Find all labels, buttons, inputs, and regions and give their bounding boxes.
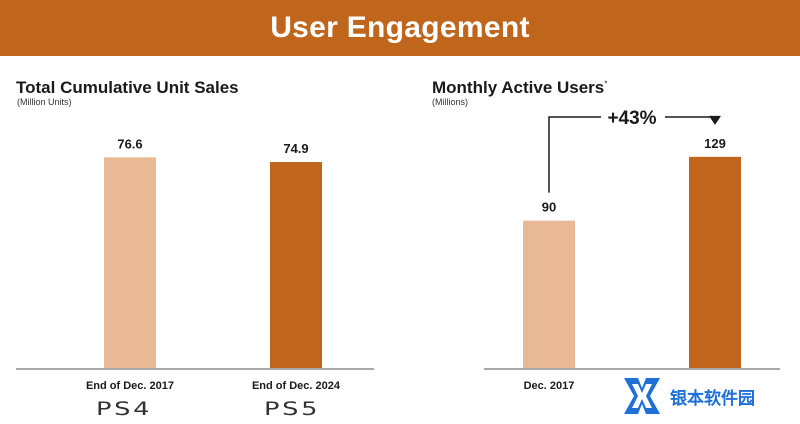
chart1-value-label-0: 76.6 — [117, 136, 142, 151]
chart2-category-label-0: Dec. 2017 — [524, 380, 575, 392]
watermark: 银本软件园 — [618, 374, 755, 418]
chart2-title-text: Monthly Active Users — [432, 78, 605, 97]
watermark-text: 银本软件园 — [670, 388, 755, 409]
growth-arrow-left-segment — [548, 116, 601, 193]
chart2-bar-0 — [523, 220, 575, 368]
x-logo-icon — [624, 378, 660, 414]
growth-arrow-head — [709, 115, 721, 125]
page-title: User Engagement — [270, 11, 530, 44]
ps4-logo: PS4 — [96, 398, 153, 420]
chart1-value-label-1: 74.9 — [283, 141, 308, 156]
chart2-value-label-1: 129 — [704, 136, 726, 151]
chart1-subtitle: (Million Units) — [17, 97, 72, 107]
chart1-category-label-1: End of Dec. 2024 — [252, 380, 341, 392]
chart1-bar-1 — [270, 162, 322, 368]
chart1-category-label-0: End of Dec. 2017 — [86, 380, 174, 392]
chart2-bar-1 — [689, 156, 741, 368]
chart2-subtitle: (Millions) — [432, 97, 468, 107]
chart2-title-footnote: * — [604, 79, 608, 89]
growth-annotation-label: +43% — [607, 108, 656, 129]
chart1-title: Total Cumulative Unit Sales — [16, 78, 239, 97]
chart2-value-label-0: 90 — [542, 200, 556, 215]
chart2-title: Monthly Active Users* — [432, 78, 607, 98]
ps5-logo: PS5 — [264, 398, 321, 420]
chart1-bar-0 — [104, 157, 156, 368]
header-banner: User Engagement — [0, 0, 800, 56]
